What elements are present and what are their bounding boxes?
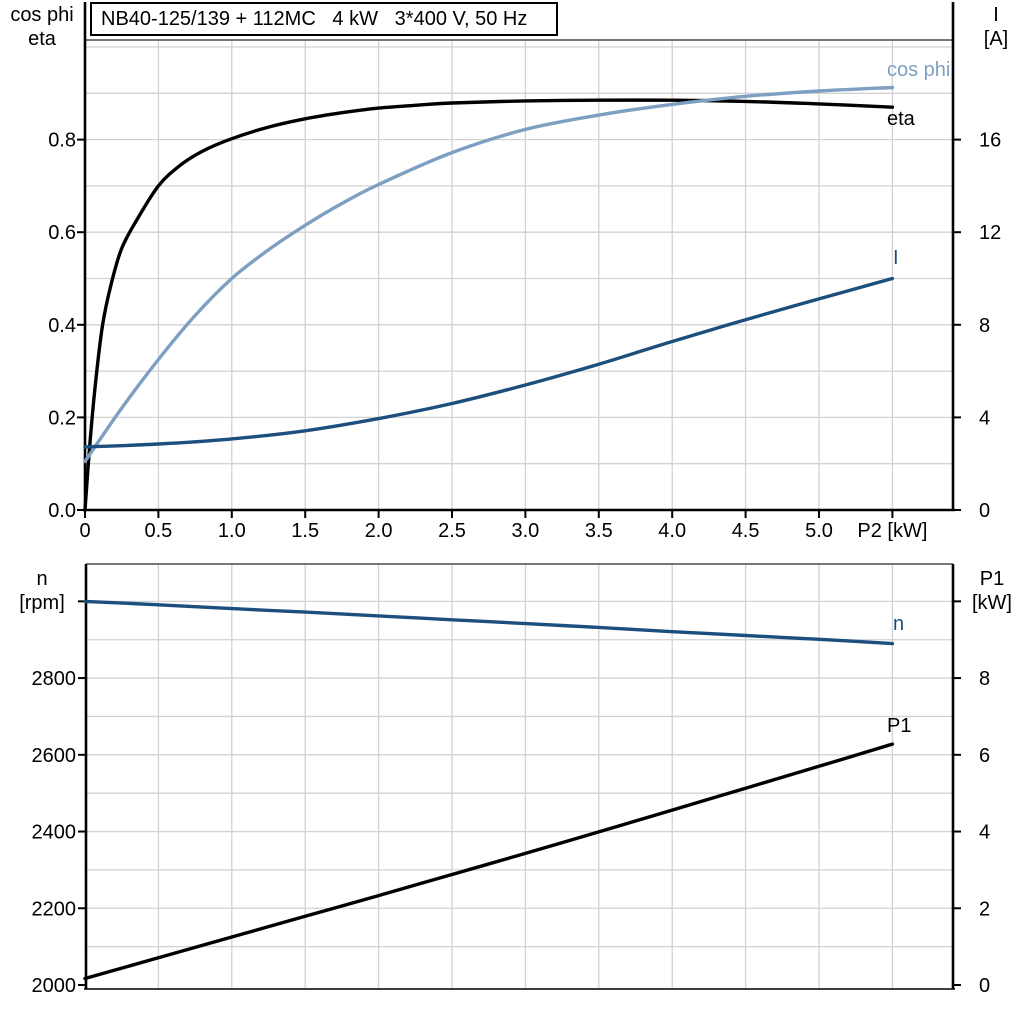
bottom-right-axis-title: P1 [kW] [963, 567, 1021, 615]
x-axis-tick-label: 4.0 [658, 520, 686, 542]
left-axis-tick-label: 0.4 [48, 315, 76, 337]
p1-curve-label: P1 [887, 715, 912, 737]
x-axis-tick-label: 0.5 [144, 520, 172, 542]
top-right-axis-title: I [A] [971, 3, 1021, 51]
x-axis-tick-label: 3.5 [585, 520, 613, 542]
x-axis-tick-label: 2.5 [438, 520, 466, 542]
left-axis-tick-label: 0.0 [48, 500, 76, 522]
right-axis-tick-label: 0 [979, 975, 990, 997]
right-axis-tick-label: 0 [979, 500, 990, 522]
right-axis-tick-label: 12 [979, 222, 1001, 244]
top-left-axis-title-line2: eta [28, 28, 56, 50]
top-left-axis-title-line1: cos phi [10, 4, 74, 26]
right-axis-tick-label: 2 [979, 898, 990, 920]
chart-title: NB40-125/139 + 112MC 4 kW 3*400 V, 50 Hz [101, 7, 528, 30]
top-right-axis-title-line2: [A] [983, 28, 1009, 50]
left-axis-tick-label: 2600 [32, 745, 77, 767]
bottom-left-axis-title: n [rpm] [4, 567, 80, 615]
left-axis-tick-label: 0.8 [48, 130, 76, 152]
left-axis-tick-label: 2000 [32, 975, 77, 997]
left-axis-tick-label: 2200 [32, 898, 77, 920]
cos-phi-curve-label: cos phi [887, 59, 951, 81]
x-axis-tick-label: 0 [79, 520, 90, 542]
eta-curve-label: eta [887, 108, 915, 130]
x-axis-tick-label: 1.5 [291, 520, 319, 542]
bottom-right-axis-title-line2: [kW] [972, 592, 1012, 614]
right-axis-tick-label: 8 [979, 668, 990, 690]
top-right-axis-title-line1: I [993, 4, 999, 26]
x-axis-tick-label: P2 [kW] [857, 520, 927, 542]
x-axis-tick-label: 1.0 [218, 520, 246, 542]
right-axis-tick-label: 4 [979, 407, 990, 429]
top-left-axis-title: cos phi eta [4, 3, 80, 51]
curve-n [83, 599, 895, 646]
speed-curve-label: n [893, 613, 905, 635]
left-axis-tick-label: 0.6 [48, 222, 76, 244]
curve-P1 [83, 742, 895, 981]
left-axis-tick-label: 2800 [32, 668, 77, 690]
chart-title-box: NB40-125/139 + 112MC 4 kW 3*400 V, 50 Hz [90, 2, 558, 36]
right-axis-tick-label: 6 [979, 745, 990, 767]
x-axis-tick-label: 2.0 [365, 520, 393, 542]
curve-cos_phi [83, 85, 895, 464]
bottom-left-axis-title-line2: [rpm] [19, 592, 65, 614]
curve-eta [83, 98, 895, 512]
left-axis-tick-label: 2400 [32, 822, 77, 844]
x-axis-tick-label: 4.5 [732, 520, 760, 542]
right-axis-tick-label: 4 [979, 822, 990, 844]
bottom-right-axis-title-line1: P1 [979, 568, 1005, 590]
current-curve-label: I [893, 247, 899, 269]
x-axis-tick-label: 5.0 [805, 520, 833, 542]
left-axis-tick-label: 0.2 [48, 407, 76, 429]
bottom-left-axis-title-line1: n [36, 568, 48, 590]
curve-I [83, 276, 895, 449]
right-axis-tick-label: 16 [979, 130, 1001, 152]
x-axis-tick-label: 3.0 [511, 520, 539, 542]
right-axis-tick-label: 8 [979, 315, 990, 337]
